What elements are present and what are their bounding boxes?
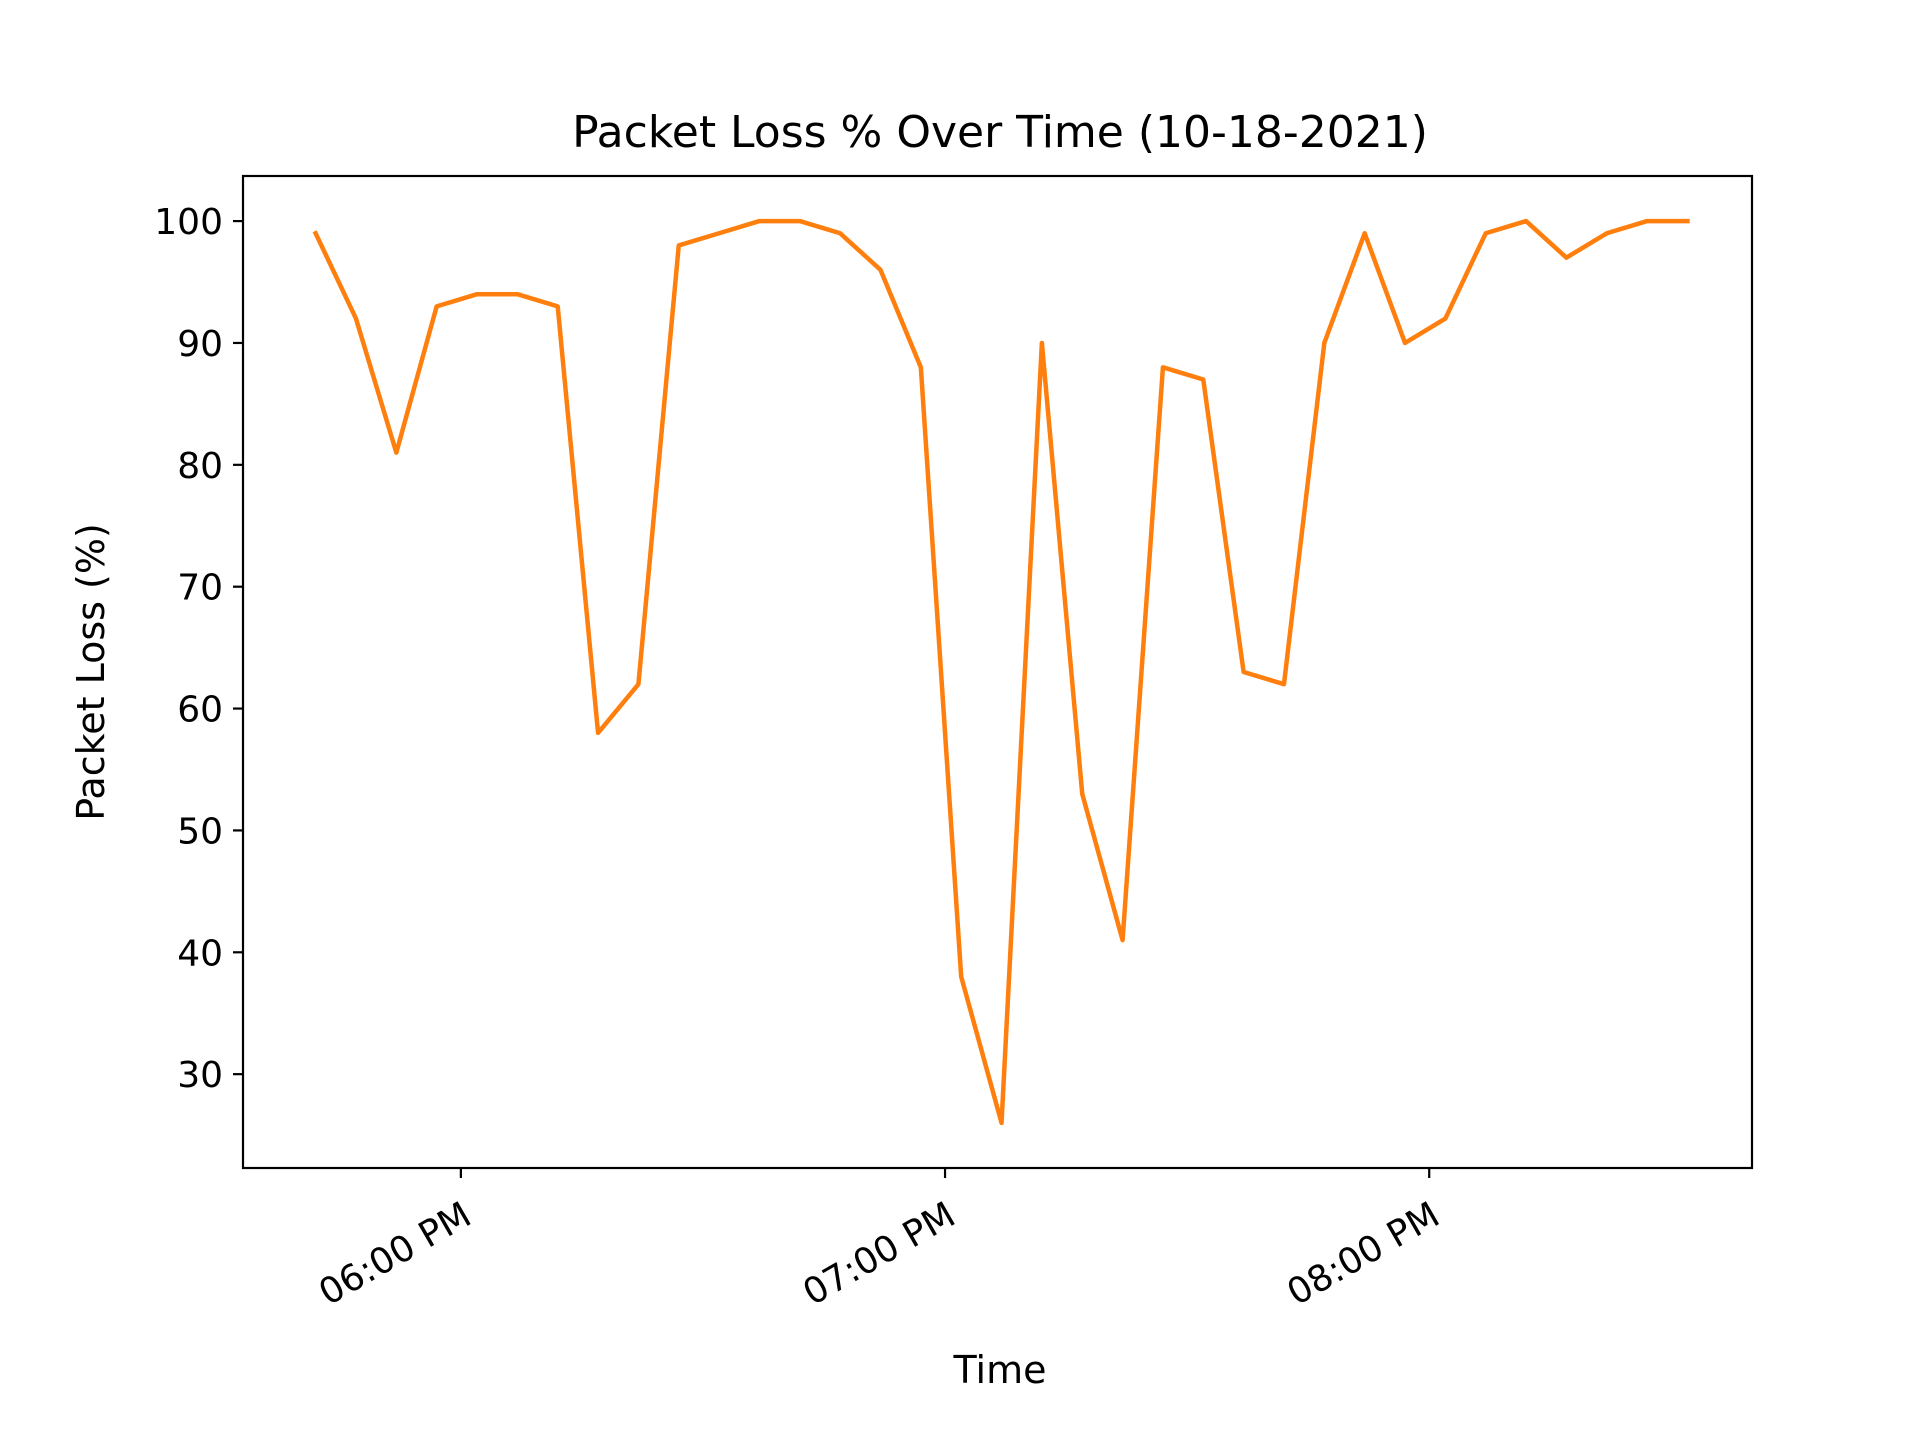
series-line-0 — [312, 218, 1690, 1126]
y-tick-label: 60 — [177, 690, 223, 731]
x-tick-label: 06:00 PM — [312, 1194, 478, 1313]
y-tick-label: 90 — [177, 324, 223, 365]
y-tick-label: 100 — [154, 202, 223, 243]
y-axis-label: Packet Loss (%) — [69, 523, 113, 821]
x-tick-label: 07:00 PM — [796, 1194, 962, 1313]
x-axis-label: Time — [953, 1348, 1047, 1392]
y-tick-label: 70 — [177, 568, 223, 609]
y-tick-label: 80 — [177, 446, 223, 487]
plot-area — [241, 174, 1754, 1170]
x-tick-label: 08:00 PM — [1281, 1194, 1447, 1313]
y-tick-label: 40 — [177, 933, 223, 974]
chart-title: Packet Loss % Over Time (10-18-2021) — [572, 107, 1428, 158]
axis-ticks: 30 40 50 60 70 80 90 100 06:00 PM 07:00 PM 08:00 P… — [154, 202, 1446, 1314]
y-tick-label: 30 — [177, 1055, 223, 1096]
y-tick-label: 50 — [177, 811, 223, 852]
plot-frame — [241, 174, 1754, 1170]
